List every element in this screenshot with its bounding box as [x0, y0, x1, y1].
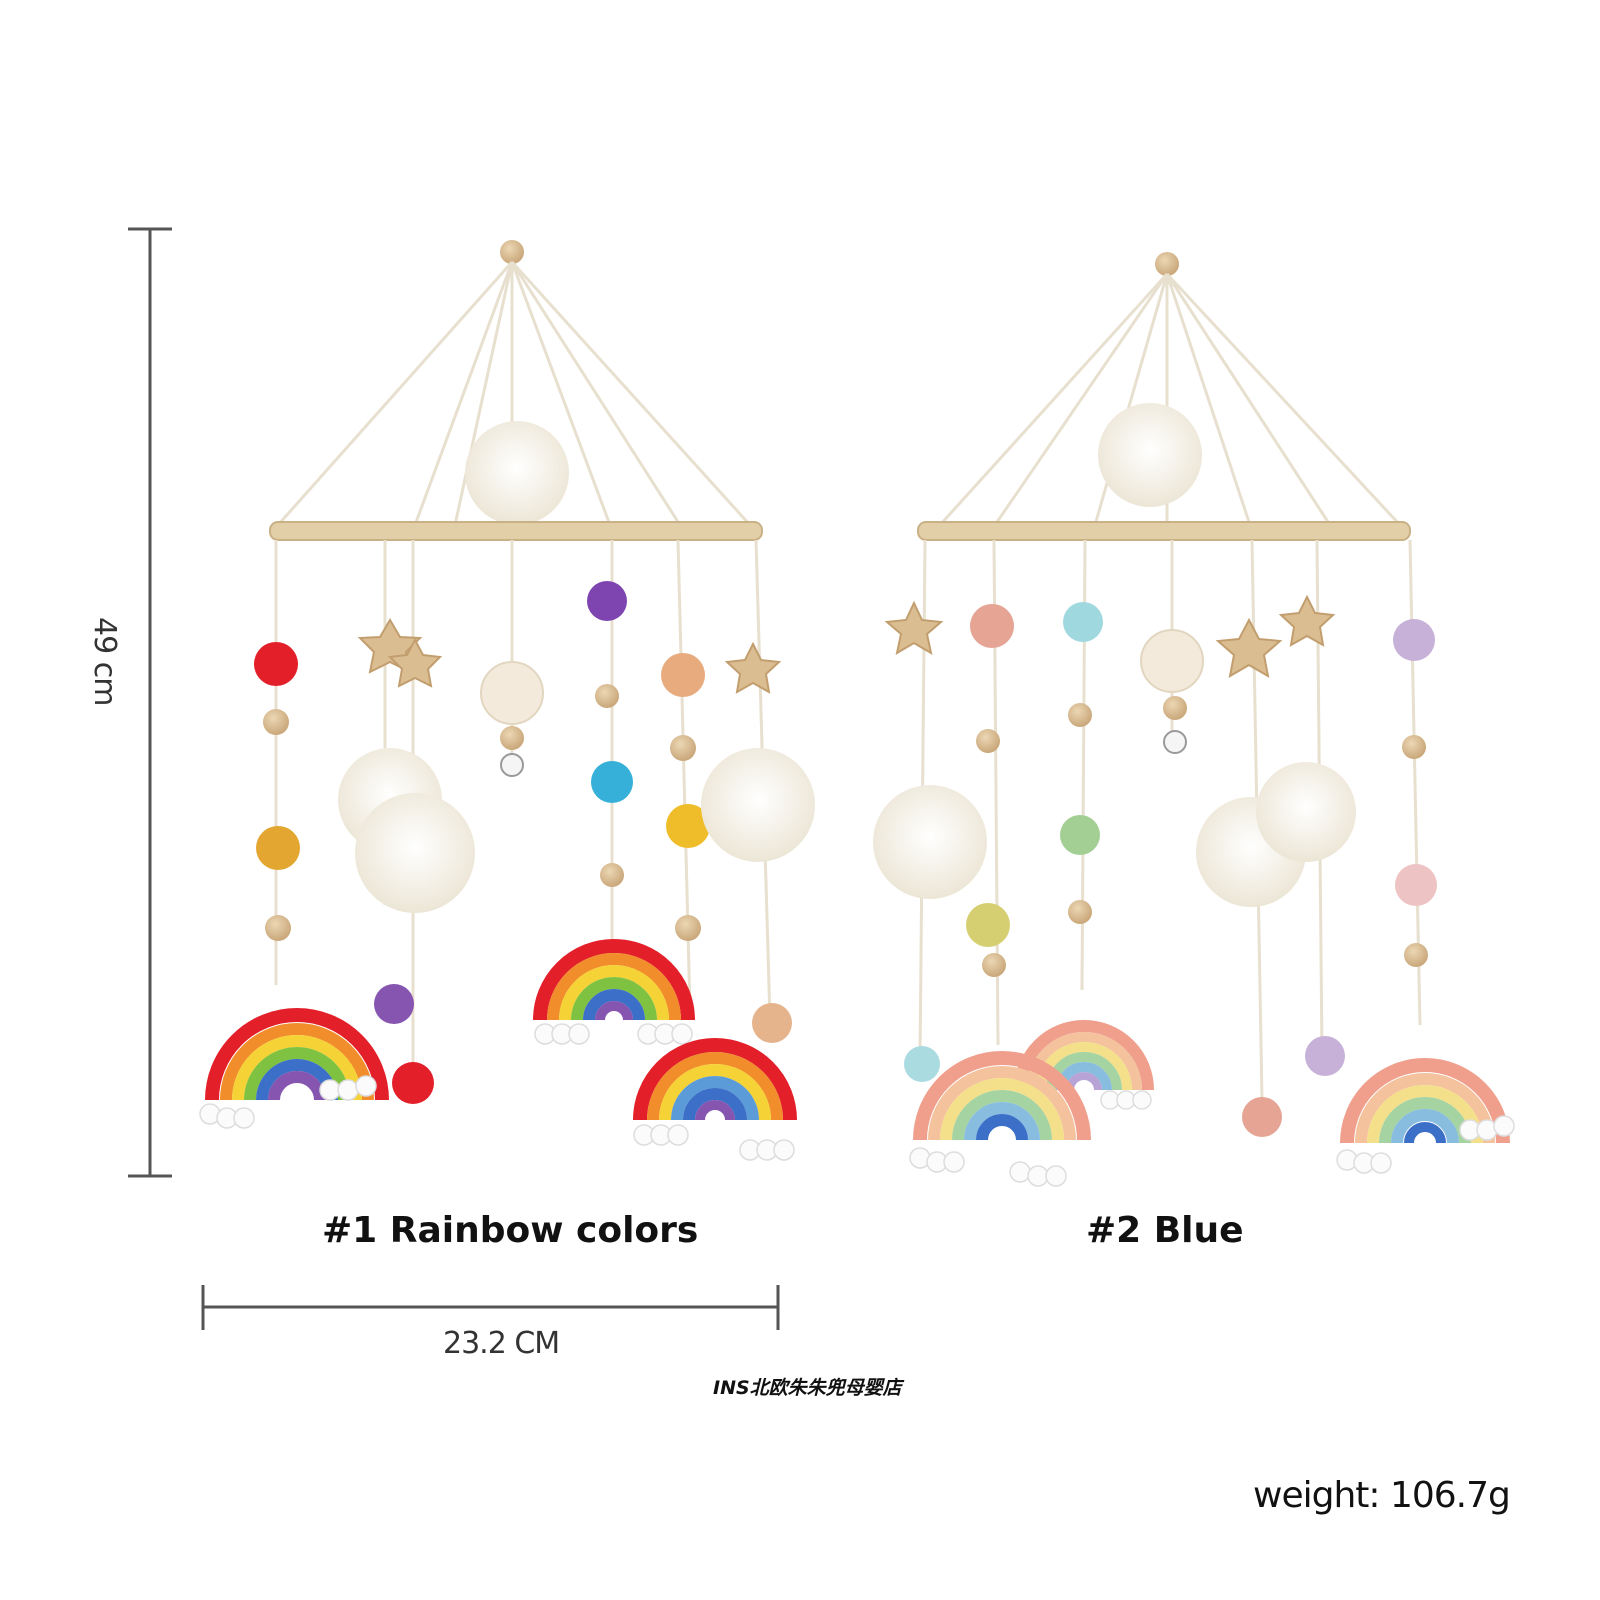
variant-label-rainbow-colors: #1 Rainbow colors	[322, 1210, 699, 1251]
rainbow-ornament	[1336, 1058, 1515, 1174]
shop-watermark: INS北欧朱朱兜母婴店	[713, 1377, 902, 1399]
rainbow-ornament	[909, 1051, 1091, 1187]
width-measure-line	[201, 1285, 780, 1330]
rainbow-ornament	[199, 1008, 389, 1129]
mobile-rainbow-colors	[199, 240, 815, 1161]
height-dimension-label: 49 cm	[87, 617, 122, 706]
height-measure-line	[128, 227, 172, 1178]
mobile-blue	[873, 252, 1515, 1187]
variant-label-blue: #2 Blue	[1086, 1210, 1244, 1251]
weight-label: weight: 106.7g	[1253, 1475, 1511, 1516]
width-dimension-label: 23.2 CM	[443, 1326, 560, 1361]
rainbow-ornament	[633, 1038, 797, 1161]
rainbow-ornament	[533, 939, 695, 1045]
